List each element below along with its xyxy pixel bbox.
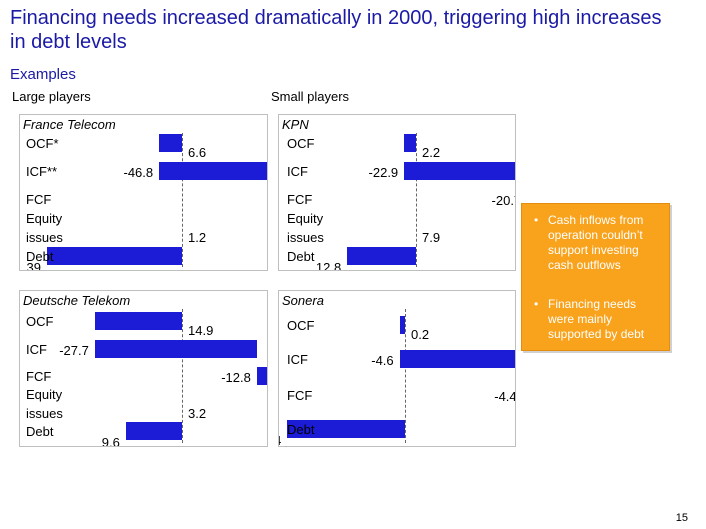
bullet-symbol: • [534,213,539,227]
bar-debt [47,247,182,265]
bar-fcf [256,367,267,385]
page-subtitle: Examples [10,66,76,83]
value-label: 1.2 [188,230,207,245]
bar-icf [159,162,267,180]
zero-axis [182,133,183,267]
value-label: 2.2 [422,145,441,160]
value-label: -20.7 [491,193,515,208]
category-label: Debt [287,248,315,264]
chart-france-telecom: France Telecom OCF*6.6ICF**-46.8FCF-40.2… [19,114,268,271]
category-label: FCF [287,387,313,403]
takeaway-bullet: • Cash inflows from operation couldn’t s… [534,213,664,273]
category-label: Debt [287,421,315,437]
value-label: 9.6 [101,435,120,447]
bar-icf [94,340,257,358]
category-label: ICF [287,163,308,179]
zero-axis [182,309,183,443]
value-label: -22.9 [368,165,399,180]
category-label: FCF [26,368,52,384]
chart-kpn: KPN OCF 2.2 ICF -22.9 FCF -20.7 Equity issues 7… [278,114,516,271]
category-label: Equity issues [26,211,63,245]
page-title: Financing needs increased dramatically i… [10,7,662,53]
value-label: 7.9 [422,230,441,245]
takeaway-text: Financing needs were mainly supported by… [548,297,645,341]
value-label: -27.7 [59,343,89,358]
takeaway-bullet: • Financing needs were mainly supported … [534,297,664,342]
value-label: 0.2 [411,327,430,342]
value-label: -4.4 [494,389,516,404]
section-label-small-players: Small players [271,89,350,104]
value-label: -46.8 [123,165,154,180]
takeaway-text: Cash inflows from operation couldn’t sup… [548,213,644,272]
category-label: ICF** [26,163,58,179]
bar-ocf [94,312,182,330]
category-label: OCF* [26,135,59,151]
chart-title: KPN [282,117,309,132]
category-label: Debt [26,248,54,264]
value-label: 3.2 [188,406,207,421]
bar-icf [404,162,515,180]
chart-sonera: Sonera OCF 0.2 ICF -4.6 FCF -4.4 Debt 4.4 [278,290,516,447]
chart-title: Sonera [282,293,324,308]
category-label: Debt [26,423,54,439]
category-label: Equity issues [287,211,324,245]
value-label: 12.8 [315,260,342,271]
category-label: ICF [287,351,308,367]
key-takeaways-box: • Cash inflows from operation couldn’t s… [521,203,670,351]
value-label: 39 [26,260,41,271]
value-label: 4.4 [279,433,281,446]
bar-ocf [159,134,182,152]
page-number: 15 [675,512,688,524]
bar-icf [399,350,515,368]
value-label: -12.8 [221,370,251,385]
category-label: Equity issues [26,387,63,421]
bar-debt [287,420,405,438]
bar-debt [125,422,182,440]
category-label: FCF [287,191,313,207]
zero-axis [405,309,406,443]
value-label: 14.9 [188,323,214,338]
category-label: FCF [26,191,52,207]
section-label-large-players: Large players [12,89,91,104]
zero-axis [416,133,417,267]
category-label: ICF [26,341,47,357]
category-label: OCF [287,135,315,151]
bar-ocf [399,316,405,334]
bullet-symbol: • [534,297,539,311]
value-label: -4.6 [371,353,394,368]
bar-ocf [404,134,416,152]
chart-deutsche-telekom: Deutsche Telekom OCF 14.9 ICF -27.7 FCF -12.8… [19,290,268,447]
category-label: OCF [26,313,54,329]
category-label: OCF [287,317,315,333]
chart-title: Deutsche Telekom [23,293,131,308]
value-label: 6.6 [188,145,207,160]
chart-title: France Telecom [23,117,116,132]
bar-debt [347,247,416,265]
